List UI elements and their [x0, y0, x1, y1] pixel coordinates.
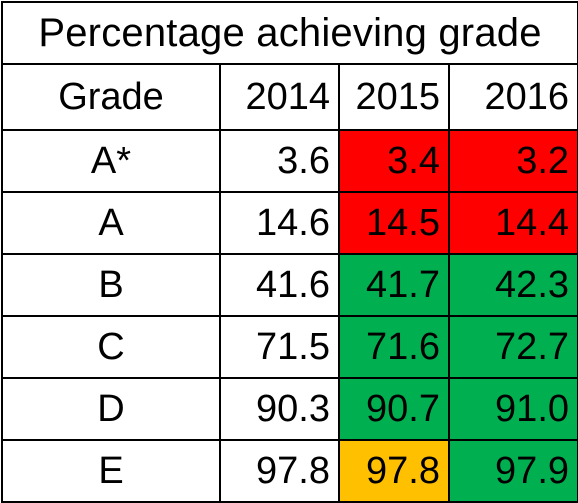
grade-cell: E [1, 439, 221, 503]
value-2016: 91.0 [447, 377, 578, 441]
table-row: E 97.8 97.8 97.9 [1, 439, 578, 503]
table-row: B 41.6 41.7 42.3 [1, 253, 578, 317]
table-body: A* 3.6 3.4 3.2 A 14.6 14.5 14.4 B 41.6 4… [1, 129, 578, 503]
grade-cell: B [1, 253, 221, 317]
value-2014: 97.8 [219, 439, 340, 503]
table-title: Percentage achieving grade [0, 1, 578, 65]
value-2014: 41.6 [219, 253, 340, 317]
header-row: Grade 2014 2015 2016 [1, 63, 578, 131]
value-2014: 3.6 [219, 129, 340, 193]
value-2015: 90.7 [338, 377, 450, 441]
table-row: A* 3.6 3.4 3.2 [1, 129, 578, 193]
header-2015: 2015 [338, 63, 450, 131]
table-row: A 14.6 14.5 14.4 [1, 191, 578, 255]
header-grade: Grade [1, 63, 221, 131]
table-row: C 71.5 71.6 72.7 [1, 315, 578, 379]
header-2014: 2014 [219, 63, 340, 131]
grade-cell: A [1, 191, 221, 255]
header-2016: 2016 [447, 63, 578, 131]
value-2014: 14.6 [219, 191, 340, 255]
grade-cell: D [1, 377, 221, 441]
title-row: Percentage achieving grade [0, 1, 578, 65]
grade-cell: C [1, 315, 221, 379]
value-2016: 97.9 [447, 439, 578, 503]
value-2014: 71.5 [219, 315, 340, 379]
value-2016: 42.3 [447, 253, 578, 317]
value-2015: 97.8 [338, 439, 450, 503]
value-2014: 90.3 [219, 377, 340, 441]
value-2016: 14.4 [447, 191, 578, 255]
table-row: D 90.3 90.7 91.0 [1, 377, 578, 441]
value-2015: 71.6 [338, 315, 450, 379]
value-2016: 72.7 [447, 315, 578, 379]
grade-cell: A* [1, 129, 221, 193]
value-2015: 3.4 [338, 129, 450, 193]
value-2015: 41.7 [338, 253, 450, 317]
value-2015: 14.5 [338, 191, 450, 255]
value-2016: 3.2 [447, 129, 578, 193]
